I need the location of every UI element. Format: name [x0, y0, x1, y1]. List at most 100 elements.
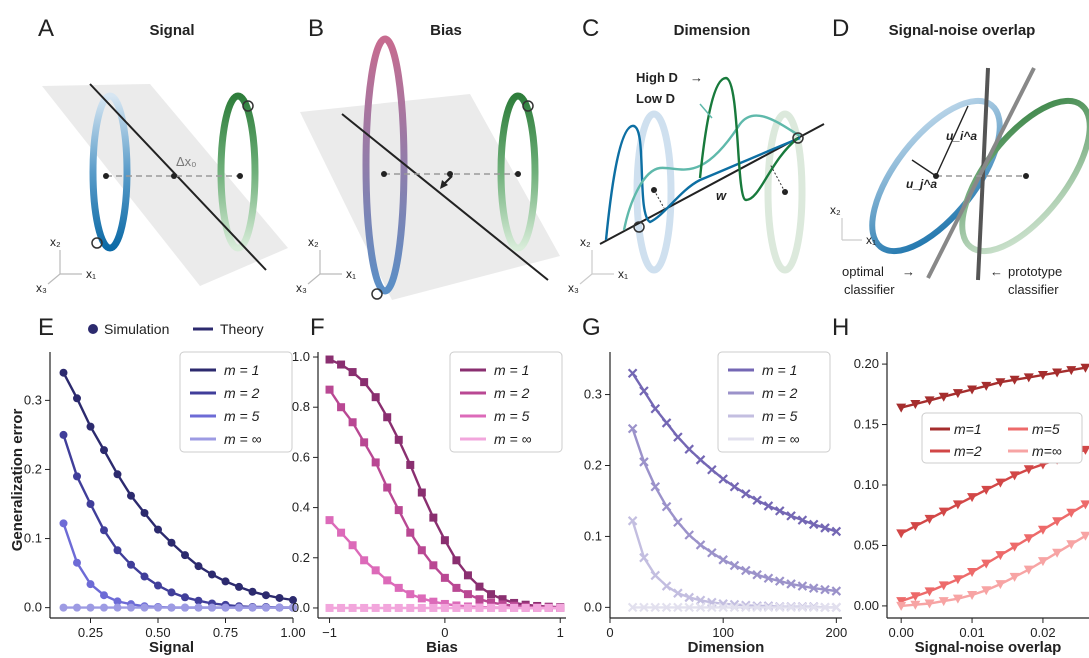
data-point — [59, 603, 68, 612]
high-d-label: High D — [636, 70, 678, 85]
panel-title-signal-noise-overlap: Signal-noise overlap — [889, 22, 1036, 39]
panel-label-d: D — [832, 15, 849, 42]
data-point — [100, 591, 108, 600]
low-d-projected-density — [622, 114, 801, 231]
data-point — [371, 566, 380, 575]
data-point — [348, 368, 357, 377]
data-point — [673, 517, 683, 528]
data-point — [221, 577, 230, 586]
data-point — [661, 602, 672, 613]
data-point — [718, 602, 728, 613]
data-point — [967, 568, 978, 578]
data-point — [1009, 471, 1020, 481]
data-point — [1066, 508, 1077, 518]
data-point — [127, 560, 135, 569]
data-point — [938, 392, 949, 402]
prototype-label-1: prototype — [1008, 264, 1062, 279]
y-tick-label: 0.00 — [854, 598, 879, 613]
y-tick-label: 0.2 — [584, 457, 602, 472]
data-point — [429, 561, 438, 570]
prototype-classifier-line — [976, 67, 990, 281]
data-point — [1080, 531, 1089, 541]
data-point — [673, 432, 683, 442]
x2-label: x₂ — [580, 235, 591, 249]
data-point — [533, 603, 542, 612]
high-d-projected-density-green — [698, 76, 799, 202]
data-point — [910, 600, 921, 610]
data-point — [924, 599, 935, 609]
data-point — [967, 493, 978, 503]
legend-label: m=2 — [954, 443, 982, 459]
panel-label-h: H — [832, 314, 849, 341]
data-point — [967, 385, 978, 395]
data-point — [371, 393, 380, 402]
legend-box — [449, 351, 563, 453]
projection-drop — [769, 163, 786, 193]
data-point — [981, 381, 992, 391]
data-point — [1066, 366, 1077, 376]
data-point — [556, 603, 565, 612]
data-point — [1080, 445, 1089, 455]
data-point — [808, 602, 819, 613]
projection-drop — [653, 189, 665, 209]
sample-point — [792, 132, 804, 144]
data-point — [73, 603, 81, 612]
data-point — [786, 511, 796, 521]
data-point — [763, 501, 774, 511]
y-tick-label: 0.1 — [24, 531, 42, 546]
data-point — [1037, 525, 1048, 535]
centroid-dot — [447, 171, 453, 177]
data-point — [544, 603, 553, 612]
data-point — [995, 580, 1006, 590]
data-point — [181, 593, 189, 602]
data-point — [325, 355, 334, 364]
data-point — [650, 602, 661, 613]
w-label: w — [716, 188, 727, 203]
legend-label: m=∞ — [1032, 443, 1062, 459]
data-point — [639, 552, 649, 563]
y-tick-label: 0.3 — [584, 387, 602, 402]
data-point — [661, 581, 672, 591]
panel-label-b: B — [308, 15, 324, 42]
x-tick-label: 100 — [712, 625, 734, 640]
x-tick-label: 0.50 — [145, 625, 170, 640]
legend-label: m = 2 — [494, 385, 530, 401]
data-point — [831, 602, 842, 613]
x-tick-label: 0.25 — [78, 625, 103, 640]
data-point — [452, 603, 461, 612]
data-point — [113, 470, 122, 479]
data-point — [650, 570, 661, 581]
data-point — [394, 583, 403, 592]
data-point — [140, 603, 149, 612]
x1-label: x₁ — [618, 267, 628, 281]
data-point — [325, 603, 334, 612]
data-point — [371, 458, 380, 467]
data-point — [487, 598, 496, 607]
y-axis-title: Generalization error — [9, 409, 26, 552]
data-point — [831, 586, 842, 596]
data-point — [325, 516, 334, 525]
data-point — [154, 525, 162, 534]
data-point — [896, 529, 907, 539]
panel-label-e: E — [38, 314, 54, 341]
decision-plane — [300, 94, 560, 300]
centroid-dot — [515, 171, 521, 177]
data-point — [808, 583, 819, 593]
data-point — [808, 519, 819, 530]
data-point — [383, 413, 392, 422]
data-point — [394, 435, 403, 444]
data-point — [383, 483, 392, 492]
panel-c-illustration: C Dimension High D → Low D w x₂ x₁ x₃ — [568, 15, 825, 295]
data-point — [1080, 363, 1089, 373]
data-point — [627, 516, 638, 526]
data-point — [417, 488, 426, 497]
optimal-label-1: optimal — [842, 264, 884, 279]
data-point — [981, 559, 992, 569]
x2-label: x₂ — [50, 235, 61, 249]
data-point — [741, 565, 751, 576]
y-tick-label: 0.3 — [24, 392, 42, 407]
x-axis-title: Signal-noise overlap — [915, 639, 1062, 656]
x2-label: x₂ — [308, 235, 319, 249]
data-point — [1023, 373, 1034, 383]
data-point — [995, 478, 1006, 488]
